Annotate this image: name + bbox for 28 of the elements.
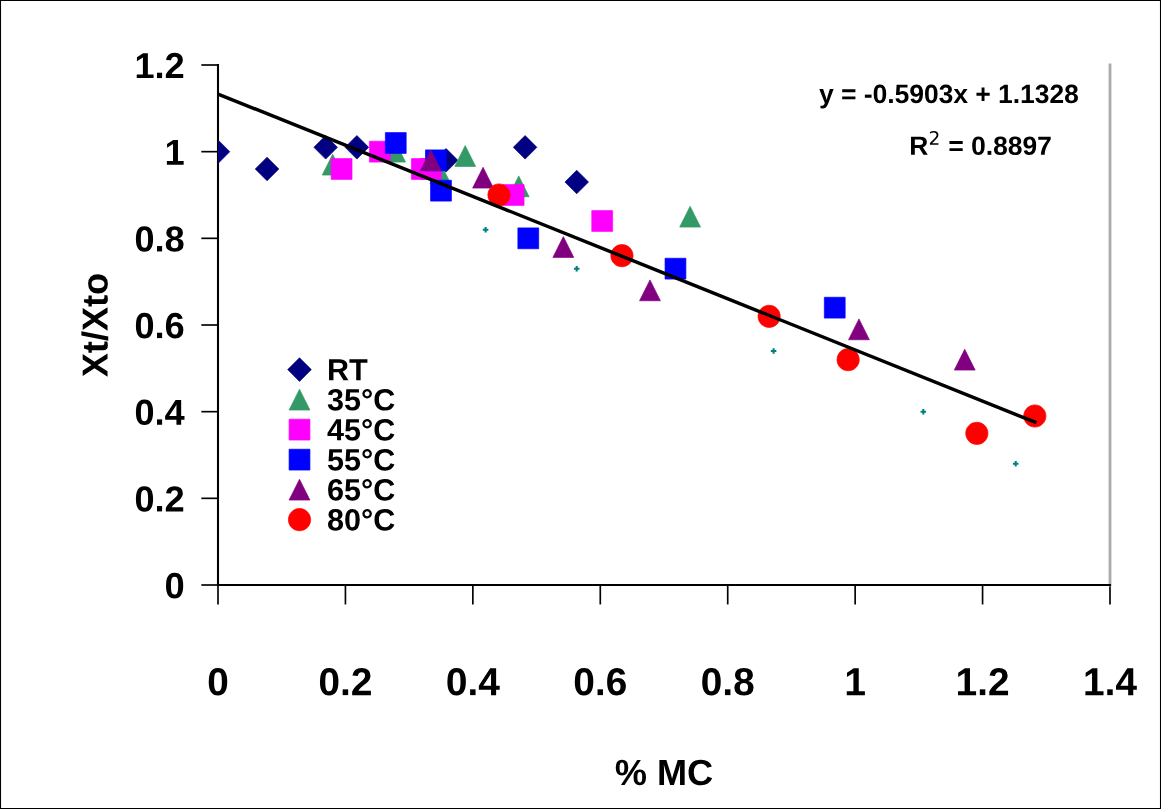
- point: [848, 318, 870, 341]
- legend-label: 65°C: [328, 479, 395, 501]
- legend-label: 55°C: [327, 449, 395, 471]
- x-tick-label: 0.6: [574, 667, 626, 696]
- y-tick-label: 1.2: [136, 52, 184, 79]
- y-tick-label: 0.2: [135, 486, 184, 512]
- y-tick-label: 0.6: [135, 312, 184, 339]
- x-tick-label: 0.8: [702, 667, 754, 696]
- point: [512, 135, 538, 160]
- x-tick-label: 1.4: [1085, 668, 1137, 696]
- legend-label: RT: [329, 359, 368, 381]
- x-tick-label: 0.2: [319, 667, 371, 696]
- point: [564, 169, 589, 195]
- x-tick-label: 1.2: [957, 667, 1009, 696]
- legend-label: 80°C: [327, 509, 395, 531]
- y-tick-label: 0.8: [135, 226, 184, 252]
- y-tick-label: 0.4: [135, 399, 185, 426]
- x-tick-label: 0.4: [447, 667, 500, 696]
- annotation: y = -0.5903x + 1.1328: [819, 84, 1078, 109]
- y-tick-label: 0: [166, 572, 184, 599]
- y-tick-label: 1: [166, 139, 184, 165]
- legend-label: 45°C: [327, 418, 395, 441]
- x-tick-label: 0: [208, 667, 228, 696]
- y-axis-title: Xt/Xto: [81, 274, 109, 377]
- x-axis-title: % MC: [615, 759, 713, 786]
- x-tick-label: 1: [846, 668, 865, 696]
- annotation: R$^{2}$ = 0.8897: [911, 131, 1051, 156]
- legend-label: 35°C: [327, 388, 395, 411]
